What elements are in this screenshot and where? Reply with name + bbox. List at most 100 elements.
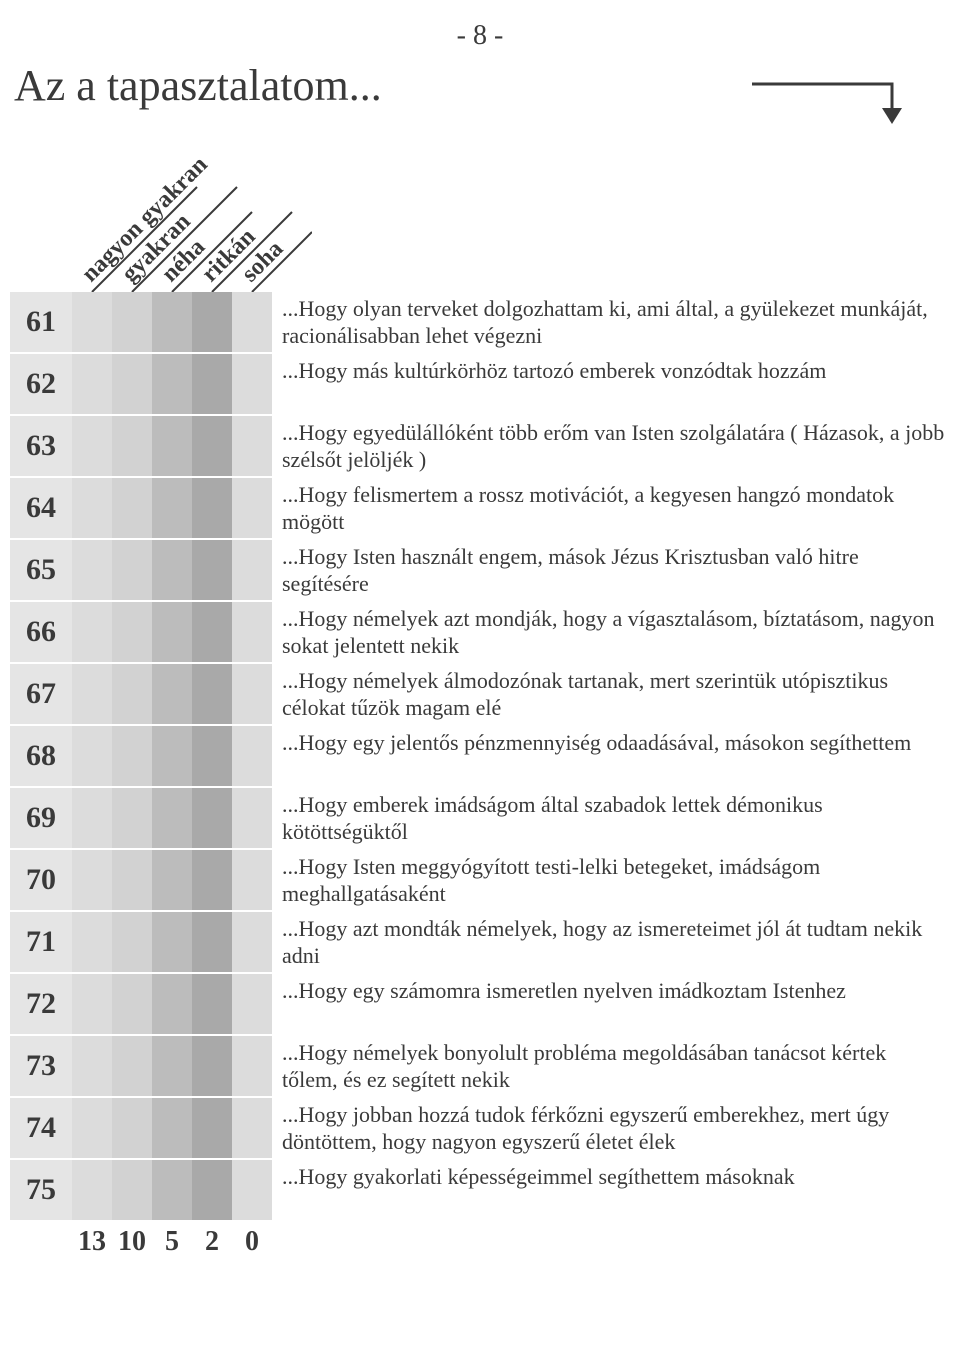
row-number: 69 [10, 788, 72, 850]
rating-cell[interactable] [112, 664, 152, 726]
rating-cells [72, 788, 272, 850]
rating-cell[interactable] [232, 788, 272, 850]
table-row: 72 ...Hogy egy számomra ismeretlen nyelv… [10, 974, 950, 1036]
rating-cell[interactable] [152, 912, 192, 974]
rating-cell[interactable] [192, 1160, 232, 1222]
rating-cell[interactable] [192, 1036, 232, 1098]
rating-cell[interactable] [72, 602, 112, 664]
rating-cell[interactable] [232, 974, 272, 1036]
rating-cell[interactable] [112, 974, 152, 1036]
table-row: 65 ...Hogy Isten használt engem, mások J… [10, 540, 950, 602]
table-row: 68 ...Hogy egy jelentős pénzmennyiség od… [10, 726, 950, 788]
rating-cell[interactable] [72, 292, 112, 354]
rating-cell[interactable] [112, 726, 152, 788]
rating-cell[interactable] [152, 540, 192, 602]
rating-cell[interactable] [232, 726, 272, 788]
rating-cell[interactable] [72, 1036, 112, 1098]
table-row: 74 ...Hogy jobban hozzá tudok férkőzni e… [10, 1098, 950, 1160]
table-row: 62 ...Hogy más kultúrkörhöz tartozó embe… [10, 354, 950, 416]
rating-cell[interactable] [152, 292, 192, 354]
rating-cell[interactable] [232, 540, 272, 602]
statement-text: ...Hogy jobban hozzá tudok férkőzni egys… [272, 1098, 950, 1160]
rating-cell[interactable] [232, 602, 272, 664]
rating-cell[interactable] [112, 602, 152, 664]
rating-cell[interactable] [112, 354, 152, 416]
row-number: 73 [10, 1036, 72, 1098]
rating-cell[interactable] [232, 912, 272, 974]
rating-cell[interactable] [232, 1036, 272, 1098]
rating-cell[interactable] [152, 850, 192, 912]
rating-cell[interactable] [192, 540, 232, 602]
rating-cell[interactable] [152, 1036, 192, 1098]
rating-cell[interactable] [192, 912, 232, 974]
arrow-icon [742, 72, 922, 132]
rating-cell[interactable] [232, 1160, 272, 1222]
rating-cells [72, 912, 272, 974]
rating-cell[interactable] [232, 292, 272, 354]
rating-cell[interactable] [112, 478, 152, 540]
rating-cell[interactable] [192, 974, 232, 1036]
rating-cell[interactable] [192, 416, 232, 478]
table-row: 73 ...Hogy némelyek bonyolult probléma m… [10, 1036, 950, 1098]
rating-cell[interactable] [152, 664, 192, 726]
score-row: 13 10 5 2 0 [10, 1226, 950, 1258]
rating-cells [72, 664, 272, 726]
statement-text: ...Hogy gyakorlati képességeimmel segíth… [272, 1160, 950, 1222]
rating-cell[interactable] [72, 1160, 112, 1222]
score-value: 13 [72, 1226, 112, 1258]
rating-cell[interactable] [232, 664, 272, 726]
rating-cell[interactable] [192, 478, 232, 540]
rating-cell[interactable] [152, 726, 192, 788]
rating-cell[interactable] [192, 1098, 232, 1160]
rating-cell[interactable] [72, 850, 112, 912]
row-number: 66 [10, 602, 72, 664]
rating-cell[interactable] [72, 416, 112, 478]
rating-cell[interactable] [192, 354, 232, 416]
rating-cell[interactable] [72, 974, 112, 1036]
rating-cell[interactable] [192, 850, 232, 912]
rating-cell[interactable] [232, 478, 272, 540]
rating-cell[interactable] [232, 850, 272, 912]
score-value: 2 [192, 1226, 232, 1258]
rating-cell[interactable] [192, 292, 232, 354]
rating-cell[interactable] [192, 726, 232, 788]
rating-cell[interactable] [232, 416, 272, 478]
rating-cell[interactable] [112, 540, 152, 602]
rating-cell[interactable] [192, 602, 232, 664]
rating-cell[interactable] [112, 292, 152, 354]
rating-cell[interactable] [152, 1160, 192, 1222]
rating-cell[interactable] [192, 664, 232, 726]
statement-text: ...Hogy egy jelentős pénzmennyiség odaad… [272, 726, 950, 788]
rating-cell[interactable] [232, 1098, 272, 1160]
statement-text: ...Hogy Isten meggyógyított testi-lelki … [272, 850, 950, 912]
rating-cell[interactable] [72, 912, 112, 974]
rating-cell[interactable] [112, 788, 152, 850]
rating-cell[interactable] [112, 912, 152, 974]
rating-cell[interactable] [72, 1098, 112, 1160]
statement-text: ...Hogy egy számomra ismeretlen nyelven … [272, 974, 950, 1036]
rating-cell[interactable] [152, 1098, 192, 1160]
rating-cell[interactable] [152, 354, 192, 416]
page-number: - 8 - [10, 20, 950, 52]
rating-cell[interactable] [152, 788, 192, 850]
rating-cell[interactable] [72, 664, 112, 726]
rating-cell[interactable] [72, 354, 112, 416]
rating-cell[interactable] [152, 974, 192, 1036]
rating-cell[interactable] [152, 602, 192, 664]
rating-cell[interactable] [152, 416, 192, 478]
rating-cell[interactable] [72, 788, 112, 850]
rating-cell[interactable] [112, 416, 152, 478]
rating-cell[interactable] [192, 788, 232, 850]
rating-cell[interactable] [112, 850, 152, 912]
rating-cell[interactable] [112, 1160, 152, 1222]
row-number: 67 [10, 664, 72, 726]
rating-cell[interactable] [72, 540, 112, 602]
rating-cell[interactable] [112, 1036, 152, 1098]
page-title: Az a tapasztalatom... [10, 60, 382, 111]
rating-cell[interactable] [72, 726, 112, 788]
rating-cell[interactable] [152, 478, 192, 540]
rating-cell[interactable] [72, 478, 112, 540]
rating-cell[interactable] [232, 354, 272, 416]
rating-cell[interactable] [112, 1098, 152, 1160]
table-row: 70 ...Hogy Isten meggyógyított testi-lel… [10, 850, 950, 912]
